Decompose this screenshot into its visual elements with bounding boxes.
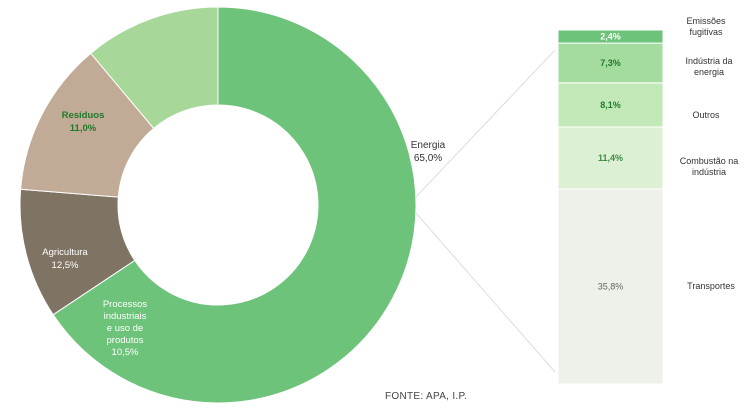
outros-label: Outros (692, 110, 720, 120)
residuos-label: Resíduos (62, 110, 105, 121)
combustao-label-1: Combustão na (680, 156, 739, 166)
bar-value-industria-da-energia: 7,3% (600, 58, 621, 68)
bar-segment-outros (557, 82, 664, 128)
bar-segment-industria-da-energia (557, 42, 664, 84)
emissoes-label-2: fugitivas (689, 27, 723, 37)
donut-chart (19, 6, 417, 404)
donut-slice-energia (52, 6, 417, 404)
residuos-value: 11,0% (70, 123, 97, 134)
bar-segment-transportes (557, 188, 664, 385)
bar-value-outros: 8,1% (600, 100, 621, 110)
bar-segment-combustao-na-industria (557, 126, 664, 190)
combustao-label-2: indústria (692, 167, 726, 177)
connector-line-bottom (414, 211, 556, 373)
connector-line-top (414, 49, 556, 199)
energia-label: Energia (411, 140, 446, 151)
industria-label-2: energia (694, 67, 724, 77)
bar-value-transportes: 35,8% (598, 282, 624, 292)
transportes-label: Transportes (687, 281, 735, 291)
processos-line-3: e uso de (107, 323, 143, 334)
processos-line-2: industriais (104, 311, 147, 322)
agricultura-value: 12,5% (52, 260, 79, 271)
source-note: FONTE: APA, I.P. (385, 391, 468, 402)
bar-segment-emissoes-fugitivas (557, 29, 664, 44)
bar-value-combustao-na-industria: 11,4% (598, 153, 623, 163)
bar-value-emissoes-fugitivas: 2,4% (600, 32, 621, 42)
processos-line-1: Processos (103, 299, 148, 310)
emissoes-label-1: Emissões (686, 16, 726, 26)
energia-value: 65,0% (414, 153, 442, 164)
processos-line-4: produtos (107, 335, 144, 346)
industria-label-1: Indústria da (685, 56, 732, 66)
donut-slice-residuos (90, 6, 219, 130)
connector-lines (414, 49, 556, 373)
agricultura-label: Agricultura (42, 247, 88, 258)
stacked-bar: 35,8% 11,4% 8,1% 7,3% 2,4% (557, 29, 664, 385)
processos-value: 10,5% (112, 347, 139, 358)
